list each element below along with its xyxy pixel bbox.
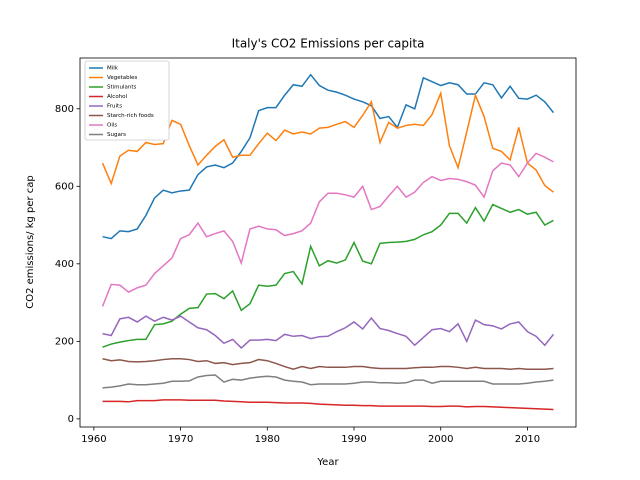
- legend-box: [84, 60, 170, 141]
- legend-label: Alcohol: [107, 94, 128, 100]
- y-tick-label: 200: [55, 336, 74, 347]
- y-tick-label: 400: [55, 259, 74, 270]
- y-tick-label: 600: [55, 181, 74, 192]
- legend-label: Stimulants: [107, 85, 137, 91]
- series-line: [102, 374, 554, 389]
- legend-label: Vegetables: [107, 75, 138, 81]
- series-line: [102, 399, 554, 411]
- legend-label: Oils: [107, 123, 117, 129]
- series-line: [101, 152, 554, 307]
- x-tick-label: 1970: [168, 434, 193, 445]
- x-axis-label: Year: [316, 457, 339, 468]
- series-line: [102, 358, 554, 371]
- series-line: [102, 73, 555, 240]
- legend-label: Milk: [107, 66, 119, 72]
- series-line: [102, 203, 554, 348]
- chart-title: Italy's CO2 Emissions per capita: [232, 37, 425, 51]
- y-tick-label: 0: [68, 414, 74, 425]
- x-tick-label: 2010: [515, 434, 540, 445]
- series-line: [101, 90, 554, 193]
- y-tick-label: 800: [55, 104, 74, 115]
- x-tick-label: 2000: [428, 434, 453, 445]
- x-tick-label: 1980: [255, 434, 280, 445]
- x-tick-label: 1960: [81, 434, 106, 445]
- legend-label: Fruits: [107, 104, 122, 110]
- series-line: [102, 315, 555, 349]
- legend-label: Starch-rich foods: [107, 113, 154, 119]
- x-tick-label: 1990: [341, 434, 366, 445]
- axes-frame: [79, 57, 577, 428]
- y-axis-label: CO2 emissions/ kg per cap: [25, 175, 36, 309]
- legend: Milk Vegetables Stimulants Alcohol Fruits Sta…: [84, 60, 170, 141]
- legend-label: Sugars: [107, 132, 126, 138]
